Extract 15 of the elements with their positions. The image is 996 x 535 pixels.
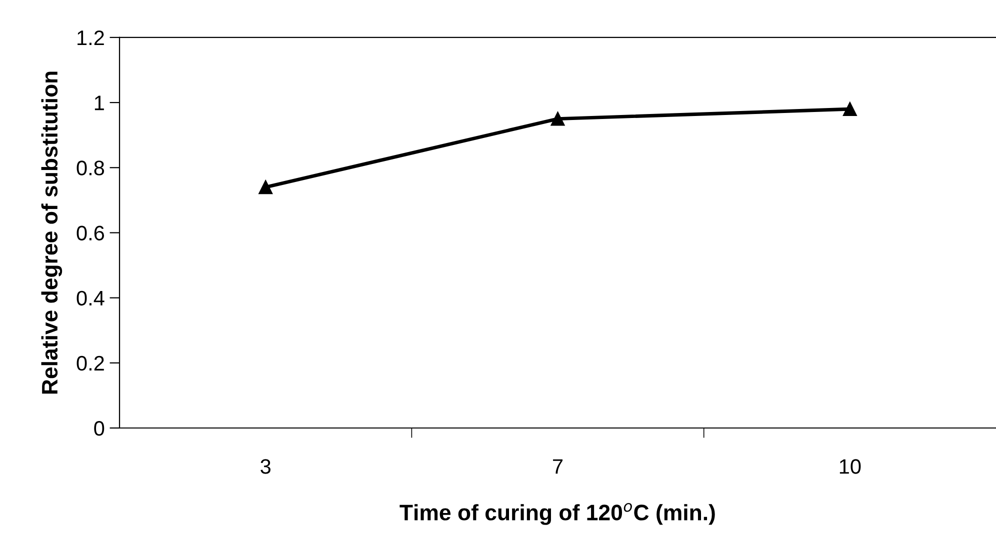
y-tick-label: 0.4 xyxy=(76,290,104,306)
x-tick-label: 3 xyxy=(260,459,270,474)
y-tick-label: 1.2 xyxy=(78,30,104,45)
point xyxy=(258,180,273,194)
x-tick-label: 10 xyxy=(840,459,861,474)
y-tick-label: 0.6 xyxy=(76,226,104,240)
y-axis-title: Relative degree of substitution xyxy=(41,72,62,394)
point xyxy=(842,102,857,116)
y-tick-label: 0.8 xyxy=(76,160,104,176)
y-tick-label: 0.2 xyxy=(76,356,104,371)
y-tick-label: 0 xyxy=(94,421,104,436)
x-tick-label: 7 xyxy=(553,459,563,474)
point xyxy=(550,112,565,126)
y-tick-label: 1 xyxy=(94,96,104,110)
x-axis-title: Time of curing of 120$^{o}$C (min.) xyxy=(400,502,715,525)
